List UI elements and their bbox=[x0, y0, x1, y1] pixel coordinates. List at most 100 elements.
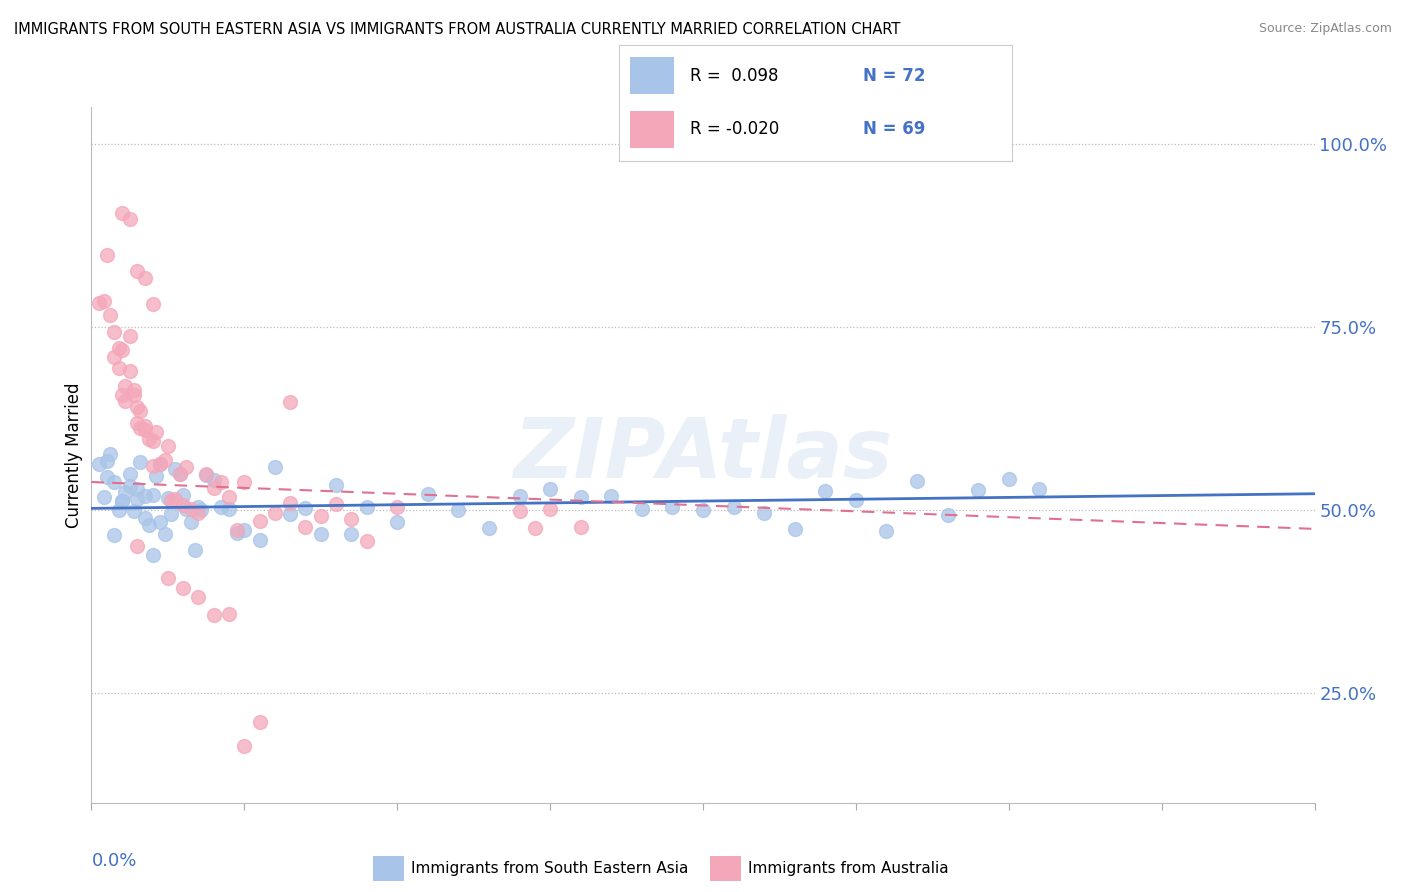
Point bbox=[96, 453, 118, 467]
Point bbox=[385, 500, 409, 515]
Point bbox=[233, 523, 256, 537]
Point bbox=[122, 504, 145, 518]
Point bbox=[111, 388, 134, 402]
Point bbox=[264, 506, 287, 520]
Point bbox=[1028, 482, 1050, 496]
Point bbox=[138, 518, 160, 533]
Point bbox=[538, 502, 561, 516]
Point bbox=[967, 483, 990, 498]
Point bbox=[340, 512, 363, 526]
Point bbox=[202, 608, 225, 623]
Point bbox=[129, 421, 152, 435]
Text: R =  0.098: R = 0.098 bbox=[689, 67, 778, 85]
Point bbox=[134, 270, 156, 285]
Text: IMMIGRANTS FROM SOUTH EASTERN ASIA VS IMMIGRANTS FROM AUSTRALIA CURRENTLY MARRIE: IMMIGRANTS FROM SOUTH EASTERN ASIA VS IM… bbox=[14, 22, 900, 37]
Point bbox=[172, 498, 194, 512]
Point bbox=[111, 343, 134, 358]
Point bbox=[87, 295, 110, 310]
Point bbox=[156, 439, 179, 453]
Point bbox=[96, 470, 118, 484]
Point bbox=[184, 542, 207, 557]
Point bbox=[134, 489, 156, 503]
Point bbox=[538, 483, 561, 497]
Point bbox=[225, 523, 247, 537]
Point bbox=[723, 500, 745, 514]
Point bbox=[108, 341, 131, 355]
Point bbox=[845, 493, 868, 508]
Point bbox=[195, 468, 218, 483]
Point bbox=[149, 516, 172, 530]
Point bbox=[325, 478, 347, 492]
Point bbox=[141, 488, 163, 502]
Bar bbox=[630, 111, 673, 148]
Point bbox=[153, 453, 176, 467]
Point bbox=[356, 500, 378, 515]
Point bbox=[127, 416, 149, 430]
Text: N = 69: N = 69 bbox=[863, 120, 925, 138]
Point bbox=[134, 419, 156, 434]
Point bbox=[98, 447, 121, 461]
Point bbox=[87, 457, 110, 471]
Point bbox=[278, 395, 301, 409]
Point bbox=[356, 533, 378, 548]
Point bbox=[190, 503, 212, 517]
Point bbox=[249, 533, 271, 547]
Text: Source: ZipAtlas.com: Source: ZipAtlas.com bbox=[1258, 22, 1392, 36]
Point bbox=[294, 520, 316, 534]
Point bbox=[114, 379, 136, 393]
Bar bbox=[630, 57, 673, 95]
Text: Immigrants from South Eastern Asia: Immigrants from South Eastern Asia bbox=[411, 862, 688, 876]
Point bbox=[145, 469, 167, 483]
Point bbox=[118, 212, 141, 227]
Point bbox=[122, 383, 145, 397]
Point bbox=[385, 515, 409, 529]
Point bbox=[93, 293, 115, 308]
Point bbox=[340, 527, 363, 541]
Point bbox=[478, 521, 501, 535]
Point bbox=[160, 507, 183, 521]
Text: 0.0%: 0.0% bbox=[91, 852, 136, 870]
Point bbox=[249, 715, 271, 730]
Point bbox=[180, 515, 202, 529]
Point bbox=[103, 350, 125, 364]
Point bbox=[661, 500, 683, 514]
Point bbox=[114, 393, 136, 408]
Point bbox=[294, 501, 316, 516]
Point bbox=[134, 423, 156, 437]
Point bbox=[187, 507, 209, 521]
Point bbox=[174, 459, 197, 474]
Point bbox=[145, 425, 167, 440]
Point bbox=[122, 388, 145, 402]
Point bbox=[278, 496, 301, 510]
Point bbox=[195, 467, 218, 482]
Point bbox=[129, 455, 152, 469]
Point bbox=[118, 364, 141, 378]
Point bbox=[875, 524, 898, 538]
Point bbox=[569, 491, 592, 505]
Point bbox=[160, 493, 183, 508]
Point bbox=[111, 205, 134, 219]
Point bbox=[509, 504, 531, 518]
Point bbox=[209, 475, 232, 490]
Point bbox=[569, 520, 592, 534]
Point bbox=[187, 590, 209, 604]
Point bbox=[165, 492, 187, 507]
Point bbox=[309, 508, 332, 523]
Point bbox=[631, 502, 654, 516]
Point bbox=[416, 487, 439, 501]
Point bbox=[141, 548, 163, 562]
Point bbox=[103, 475, 125, 489]
Point bbox=[165, 462, 187, 476]
Point bbox=[233, 739, 256, 753]
Point bbox=[149, 457, 172, 471]
Point bbox=[156, 491, 179, 505]
Point bbox=[202, 481, 225, 495]
Point bbox=[754, 506, 776, 520]
Point bbox=[118, 328, 141, 343]
Point bbox=[218, 490, 240, 504]
Point bbox=[325, 497, 347, 511]
Point bbox=[98, 308, 121, 322]
Point bbox=[96, 248, 118, 262]
Point bbox=[141, 458, 163, 473]
Point bbox=[138, 432, 160, 446]
